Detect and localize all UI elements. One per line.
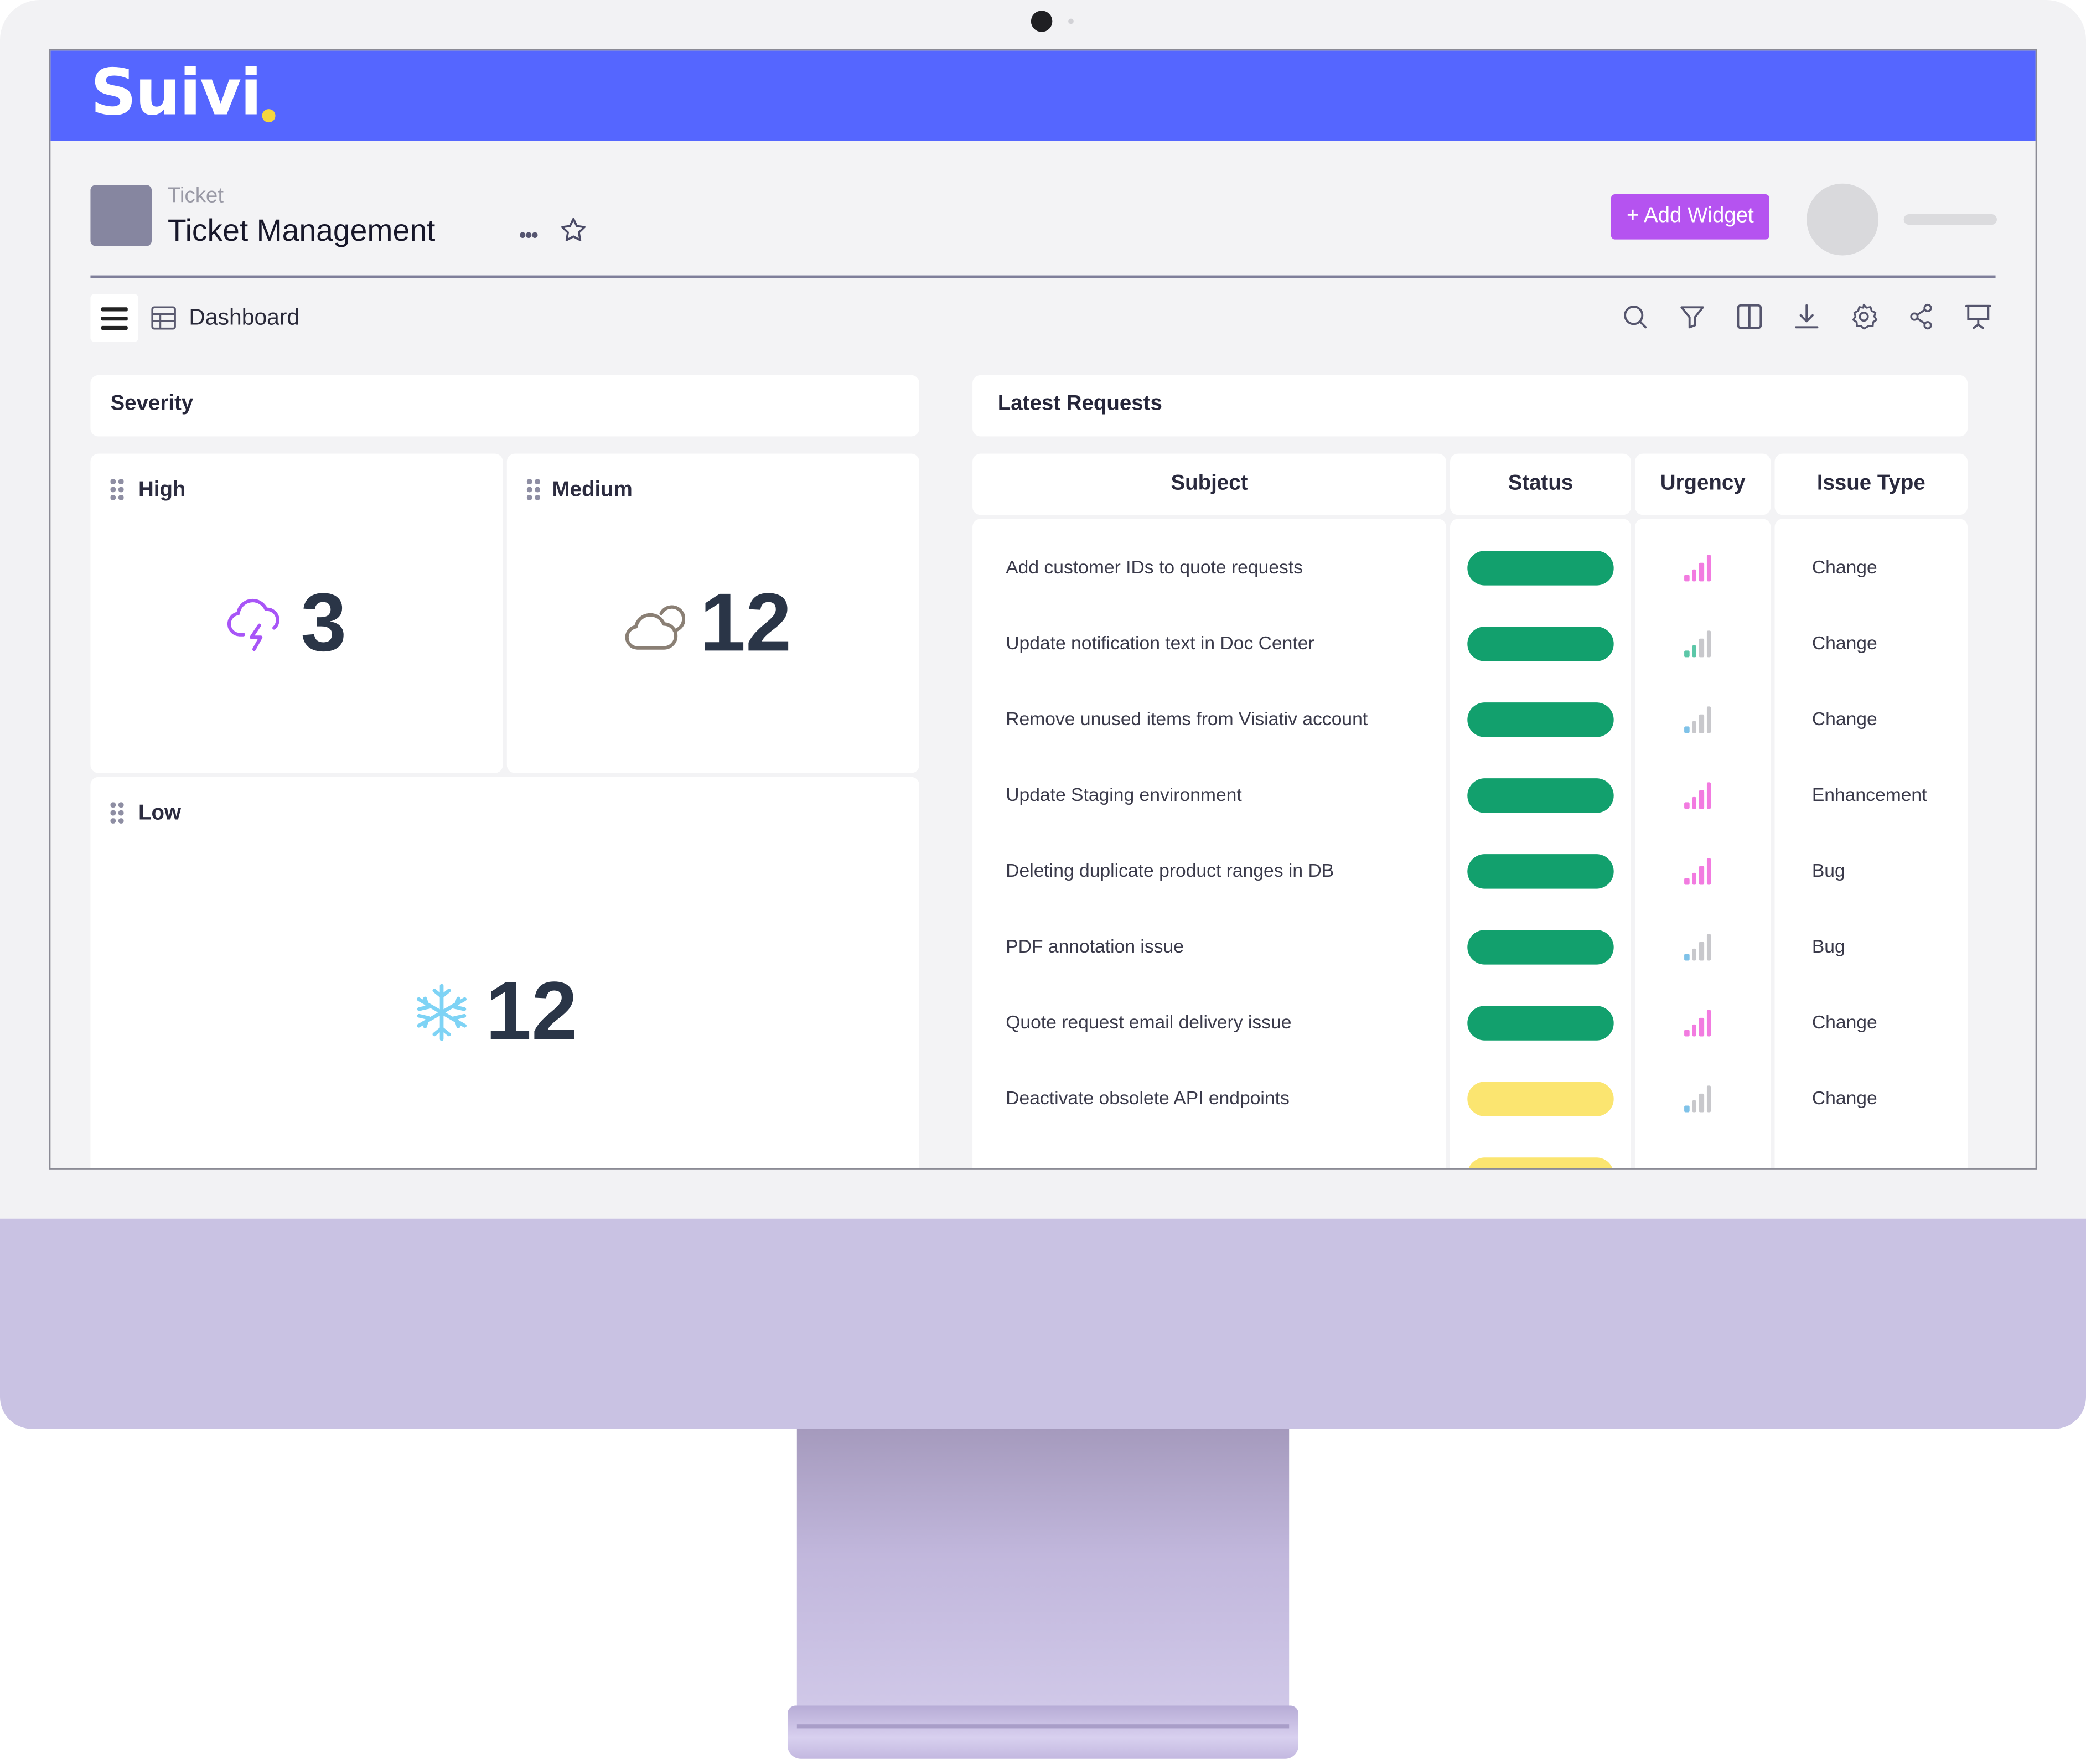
status-pill[interactable] (1467, 1082, 1614, 1116)
monitor-foot (787, 1705, 1299, 1759)
severity-low-card[interactable]: Low 12 (90, 777, 919, 1168)
urgency-bars-icon (1684, 552, 1721, 582)
severity-low-label: Low (138, 802, 181, 825)
column-header-urgency[interactable]: Urgency (1635, 453, 1771, 515)
issue-type: Change (1811, 556, 1877, 578)
brand-logo[interactable]: Suivi (90, 55, 262, 131)
status-pill[interactable] (1467, 930, 1614, 965)
status-column (1450, 519, 1631, 1168)
status-pill[interactable] (1467, 854, 1614, 889)
issue-type: Change (1811, 1011, 1877, 1033)
page-title: Ticket Management (167, 213, 436, 248)
urgency-bars-icon (1684, 1083, 1721, 1113)
status-pill[interactable] (1467, 627, 1614, 661)
column-header-status[interactable]: Status (1450, 453, 1631, 515)
view-label[interactable]: Dashboard (189, 304, 300, 330)
filter-icon[interactable] (1678, 302, 1707, 332)
issue-type: Enhancement (1811, 783, 1927, 805)
header-divider (90, 275, 1996, 278)
severity-medium-card[interactable]: Medium 12 (506, 453, 919, 773)
app-screen: Suivi Ticket Ticket Management ••• + Add… (49, 49, 2037, 1170)
issue-type-column (1774, 519, 1968, 1168)
share-icon[interactable] (1907, 302, 1936, 332)
subject-column (972, 519, 1446, 1168)
brand-logo-dot (262, 109, 276, 123)
search-icon[interactable] (1621, 302, 1650, 332)
cloud-icon (625, 605, 685, 650)
settings-icon[interactable] (1849, 302, 1878, 332)
request-subject[interactable]: Update Staging environment (1006, 783, 1242, 805)
severity-header: Severity (90, 375, 919, 437)
breadcrumb[interactable]: Ticket (167, 185, 224, 208)
status-pill[interactable] (1467, 1006, 1614, 1041)
snowflake-icon (417, 984, 467, 1041)
monitor-foot-edge (796, 1724, 1290, 1729)
camera (1031, 11, 1053, 32)
column-header-issue-type[interactable]: Issue Type (1774, 453, 1968, 515)
drag-handle-icon[interactable] (110, 479, 124, 500)
app-icon (90, 185, 152, 246)
severity-high-count: 3 (301, 577, 347, 670)
presentation-icon[interactable] (1964, 302, 1993, 332)
severity-low-count: 12 (485, 966, 578, 1058)
menu-button[interactable] (90, 294, 138, 342)
severity-high-card[interactable]: High 3 (90, 453, 503, 773)
drag-handle-icon[interactable] (110, 802, 124, 823)
issue-type: Change (1811, 632, 1877, 654)
severity-medium-count: 12 (700, 577, 792, 670)
camera-sensor (1068, 18, 1074, 24)
request-subject[interactable]: Deleting duplicate product ranges in DB (1006, 859, 1334, 881)
columns-icon[interactable] (1735, 302, 1764, 332)
request-subject[interactable]: Add customer IDs to quote requests (1006, 556, 1303, 578)
urgency-bars-icon (1684, 1007, 1721, 1037)
request-subject[interactable]: Update notification text in Doc Center (1006, 632, 1314, 654)
download-icon[interactable] (1792, 302, 1821, 332)
add-widget-button[interactable]: + Add Widget (1611, 194, 1769, 240)
column-header-subject[interactable]: Subject (972, 453, 1446, 515)
request-subject[interactable]: PDF annotation issue (1006, 935, 1184, 957)
urgency-bars-icon (1684, 704, 1721, 733)
user-name-placeholder (1903, 214, 1997, 225)
request-subject[interactable]: Remove unused items from Visiativ accoun… (1006, 707, 1368, 730)
issue-type: Bug (1811, 859, 1845, 881)
urgency-bars-icon (1684, 780, 1721, 809)
favorite-star-icon[interactable] (559, 215, 588, 245)
issue-type: Change (1811, 1087, 1877, 1109)
status-pill-partial[interactable] (1467, 1157, 1614, 1168)
avatar[interactable] (1807, 183, 1879, 256)
latest-requests-title: Latest Requests (997, 392, 1162, 415)
monitor-stand (796, 1429, 1290, 1709)
severity-title: Severity (110, 392, 194, 415)
storm-icon (227, 598, 279, 651)
status-pill[interactable] (1467, 702, 1614, 737)
status-pill[interactable] (1467, 551, 1614, 586)
urgency-bars-icon (1684, 628, 1721, 658)
drag-handle-icon[interactable] (526, 479, 540, 500)
latest-requests-header: Latest Requests (972, 375, 1968, 437)
urgency-bars-icon (1684, 932, 1721, 961)
severity-high-label: High (138, 479, 186, 502)
more-options-icon[interactable]: ••• (519, 225, 539, 248)
issue-type: Bug (1811, 935, 1845, 957)
urgency-column (1635, 519, 1771, 1168)
request-subject[interactable]: Quote request email delivery issue (1006, 1011, 1292, 1033)
urgency-bars-icon (1684, 856, 1721, 885)
request-subject[interactable]: Deactivate obsolete API endpoints (1006, 1087, 1290, 1109)
table-icon (151, 306, 176, 330)
severity-medium-label: Medium (552, 479, 633, 502)
issue-type: Change (1811, 707, 1877, 730)
monitor-chin (0, 1218, 2086, 1429)
top-bar: Suivi (50, 50, 2036, 141)
status-pill[interactable] (1467, 778, 1614, 813)
